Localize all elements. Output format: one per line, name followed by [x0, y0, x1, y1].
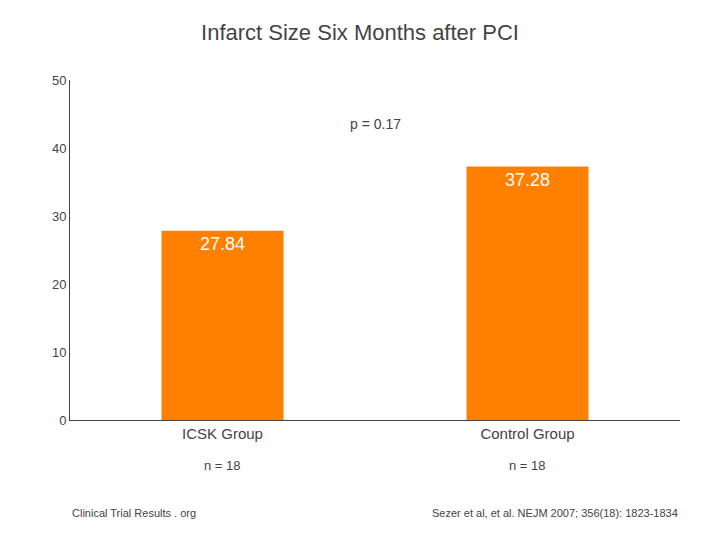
svg-text:n = 18: n = 18: [509, 458, 546, 473]
svg-text:37.28: 37.28: [505, 170, 550, 190]
svg-text:10: 10: [52, 345, 66, 360]
svg-text:Control Group: Control Group: [480, 425, 574, 442]
svg-text:p = 0.17: p = 0.17: [350, 116, 401, 132]
svg-text:30: 30: [52, 209, 66, 224]
svg-text:Infarct Size Six Months after: Infarct Size Six Months after PCI: [201, 20, 519, 45]
svg-text:Sezer et al, et al. NEJM 2007;: Sezer et al, et al. NEJM 2007; 356(18): …: [432, 507, 678, 519]
svg-text:50: 50: [52, 73, 66, 88]
svg-text:n = 18: n = 18: [204, 458, 241, 473]
svg-text:ICSK Group: ICSK Group: [182, 425, 263, 442]
svg-text:0: 0: [59, 413, 66, 428]
svg-text:40: 40: [52, 141, 66, 156]
svg-text:Clinical Trial Results . org: Clinical Trial Results . org: [72, 507, 196, 519]
svg-text:20: 20: [52, 277, 66, 292]
svg-text:27.84: 27.84: [200, 234, 245, 254]
